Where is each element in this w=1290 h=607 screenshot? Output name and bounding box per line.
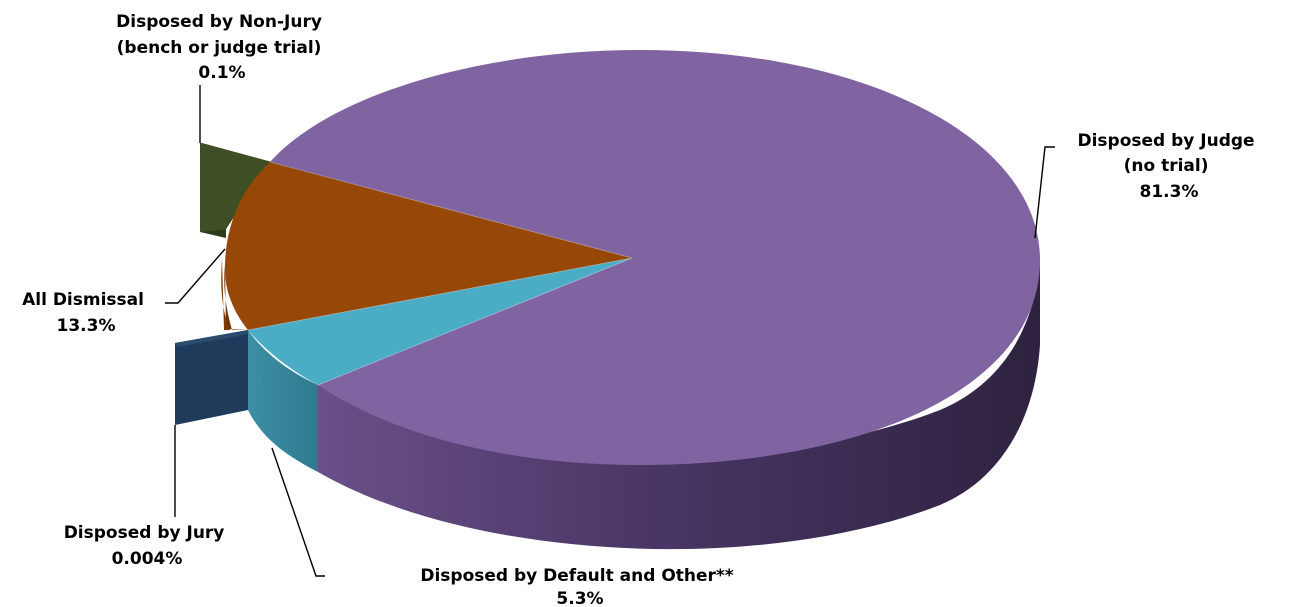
leader-default — [271, 447, 325, 577]
leader-dismissal — [165, 248, 226, 304]
slice-jury-side — [175, 330, 248, 425]
label-judge: Disposed by Judge (no trial) 81.3% — [1077, 131, 1260, 202]
value-judge: 81.3% — [1140, 182, 1199, 202]
slice-nonjury-top — [200, 143, 270, 232]
value-dismissal: 13.3% — [57, 316, 116, 336]
slice-judge-side — [318, 260, 1040, 550]
value-nonjury: 0.1% — [198, 63, 245, 83]
value-default: 5.3% — [556, 589, 603, 607]
slice-edges — [247, 161, 633, 386]
label-default: Disposed by Default and Other** 5.3% — [420, 566, 739, 607]
slice-jury-top — [175, 330, 250, 347]
leader-judge — [1034, 146, 1055, 239]
label-nonjury: Disposed by Non-Jury (bench or judge tri… — [116, 12, 328, 83]
label-dismissal: All Dismissal 13.3% — [22, 290, 150, 336]
slice-dismissal-top — [224, 162, 632, 330]
value-jury: 0.004% — [112, 549, 183, 569]
slice-dismissal-wall — [221, 258, 248, 330]
label-jury: Disposed by Jury 0.004% — [64, 523, 231, 569]
slice-default-side — [248, 330, 318, 472]
slice-judge-top — [270, 50, 1040, 465]
slice-default-top — [248, 258, 632, 385]
